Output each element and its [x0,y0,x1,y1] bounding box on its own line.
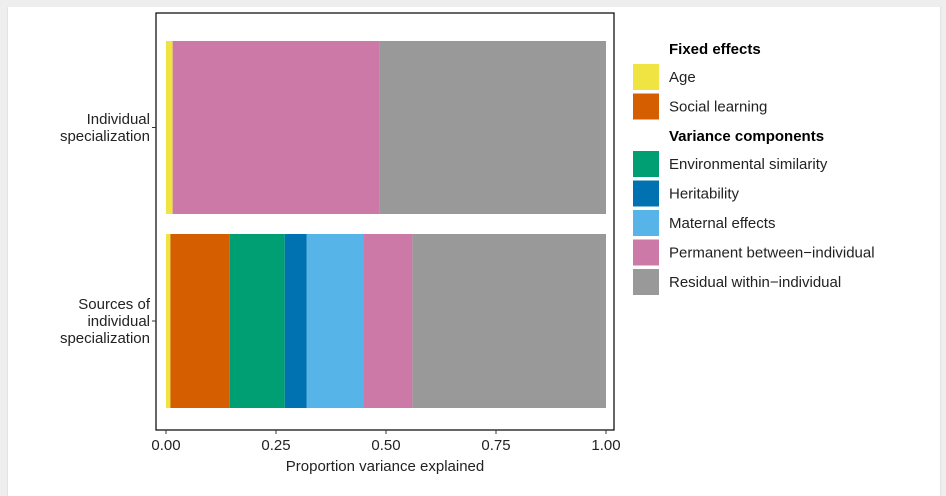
x-tick-label: 0.50 [371,437,400,454]
bar-segment-social-learning-cat1 [170,234,230,408]
legend-key-residual-within-individual [633,269,659,295]
bar-segment-permanent-between-individual-cat0 [172,41,380,214]
legend-key-heritability [633,180,659,207]
legend-label: Maternal effects [669,215,775,232]
legend-label: Age [669,69,696,86]
legend: Fixed effects Age Social learning Variance … [633,41,875,295]
y-tick-label: Individual [87,111,150,128]
y-tick-label: individual [87,313,150,330]
bar-segment-maternal-effects-cat1 [306,234,364,408]
legend-label: Residual within−individual [669,274,841,291]
legend-key-maternal-effects [633,210,659,236]
legend-label: Environmental similarity [669,156,828,173]
bar-segment-heritability-cat1 [284,234,307,408]
bars-layer [166,41,606,408]
bar-segment-environmental-similarity-cat1 [229,234,285,408]
legend-key-environmental-similarity [633,151,659,177]
x-tick-label: 1.00 [591,437,620,454]
x-axis-title: Proportion variance explained [286,458,484,475]
legend-key-social-learning [633,93,659,120]
legend-key-permanent-between-individual [633,239,659,266]
legend-label: Permanent between−individual [669,245,875,262]
x-axis: 0.00 0.25 0.50 0.75 1.00 [151,430,621,454]
bar-segment-permanent-between-individual-cat1 [364,234,413,408]
bar-segment-age-cat1 [166,234,171,408]
x-tick-label: 0.00 [151,437,180,454]
bar-segment-residual-within-individual-cat0 [379,41,606,214]
legend-key-age [633,64,659,90]
legend-label: Social learning [669,99,767,116]
y-tick-label: specialization [60,330,150,347]
x-tick-label: 0.75 [481,437,510,454]
legend-label: Heritability [669,186,740,203]
x-tick-label: 0.25 [261,437,290,454]
y-tick-label: Sources of [78,296,151,313]
legend-title: Fixed effects [669,41,761,58]
bar-segment-residual-within-individual-cat1 [412,234,606,408]
plot-panel-border [155,12,615,431]
y-tick-label: specialization [60,128,150,145]
legend-title: Variance components [669,128,824,145]
bar-segment-age-cat0 [166,41,173,214]
